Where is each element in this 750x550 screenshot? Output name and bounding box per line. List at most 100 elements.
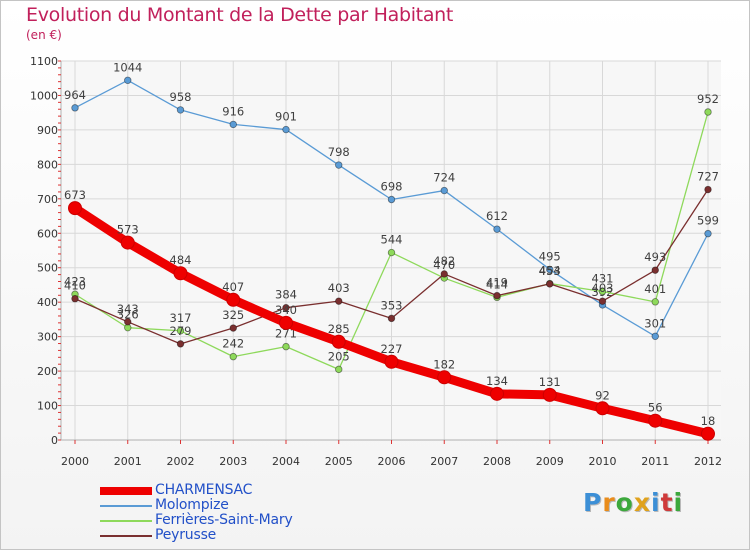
data-label-molompize: 958 [170, 90, 192, 104]
x-tick-label: 2007 [430, 455, 458, 468]
data-label-peyrusse: 419 [486, 276, 508, 290]
data-label-ferrieres-saint-mary: 317 [170, 311, 192, 325]
x-tick-label: 2009 [536, 455, 564, 468]
data-point-peyrusse [71, 295, 79, 303]
data-point-charmensac [68, 201, 82, 216]
data-label-charmensac: 673 [64, 188, 86, 202]
legend-swatch [100, 535, 152, 537]
data-point-peyrusse [282, 303, 290, 312]
data-label-charmensac: 56 [648, 401, 663, 415]
data-point-molompize [493, 225, 501, 233]
y-tick-label: 600 [37, 227, 58, 240]
data-label-molompize: 1044 [113, 60, 142, 74]
data-label-ferrieres-saint-mary: 952 [697, 92, 719, 106]
data-point-molompize [546, 265, 554, 274]
data-point-charmensac [331, 334, 346, 349]
data-label-charmensac: 18 [701, 414, 716, 428]
data-label-peyrusse: 727 [697, 170, 719, 184]
x-tick-label: 2004 [272, 455, 300, 468]
data-label-charmensac: 131 [539, 375, 561, 389]
data-point-ferrieres-saint-mary [229, 352, 237, 361]
data-point-molompize [229, 120, 237, 129]
data-point-peyrusse [546, 280, 554, 288]
data-label-peyrusse: 353 [381, 298, 403, 312]
legend-label: Peyrusse [155, 527, 217, 543]
y-tick-label: 900 [37, 124, 58, 137]
data-point-ferrieres-saint-mary [282, 342, 290, 351]
x-tick-label: 2002 [167, 455, 195, 468]
data-label-peyrusse: 384 [275, 288, 297, 302]
data-point-ferrieres-saint-mary [598, 287, 607, 296]
data-point-charmensac [120, 235, 135, 250]
data-label-peyrusse: 410 [64, 279, 86, 293]
data-point-peyrusse [651, 266, 659, 274]
data-point-molompize [71, 104, 79, 112]
data-label-molompize: 964 [64, 88, 86, 102]
y-tick-label: 500 [37, 262, 58, 275]
x-tick-label: 2006 [378, 455, 406, 468]
logo-letter: r [602, 488, 616, 517]
legend-swatch [100, 520, 152, 522]
data-label-charmensac: 573 [117, 223, 139, 237]
x-tick-label: 2010 [589, 455, 617, 468]
data-point-peyrusse [598, 297, 607, 305]
data-label-molompize: 724 [433, 171, 455, 185]
data-point-molompize [282, 125, 290, 134]
y-tick-label: 100 [37, 400, 58, 413]
data-point-ferrieres-saint-mary [335, 365, 343, 374]
data-label-peyrusse: 325 [222, 308, 244, 322]
data-label-ferrieres-saint-mary: 431 [592, 272, 614, 286]
data-point-charmensac [648, 413, 663, 428]
data-point-peyrusse [176, 340, 185, 348]
data-label-ferrieres-saint-mary: 414 [486, 277, 508, 291]
data-point-peyrusse [124, 318, 132, 326]
data-label-ferrieres-saint-mary: 401 [644, 282, 666, 296]
y-tick-label: 700 [37, 193, 58, 206]
data-point-molompize [387, 195, 396, 204]
data-label-ferrieres-saint-mary: 205 [328, 349, 350, 363]
data-point-charmensac [542, 387, 557, 402]
data-label-charmensac: 92 [595, 388, 610, 402]
data-label-charmensac: 340 [275, 303, 297, 317]
data-label-molompize: 612 [486, 209, 508, 223]
data-point-ferrieres-saint-mary [704, 108, 712, 116]
data-point-charmensac [490, 386, 504, 401]
logo-letter: i [673, 488, 684, 517]
logo-letter: P [583, 488, 603, 517]
data-point-charmensac [595, 401, 610, 416]
data-label-charmensac: 407 [222, 280, 244, 294]
legend-swatch [100, 505, 152, 507]
data-label-peyrusse: 482 [433, 254, 455, 268]
data-point-molompize [124, 76, 132, 84]
data-point-charmensac [226, 292, 241, 307]
data-label-peyrusse: 403 [592, 281, 614, 295]
data-point-peyrusse [440, 270, 448, 278]
data-label-molompize: 798 [328, 145, 350, 159]
data-label-ferrieres-saint-mary: 423 [64, 274, 86, 288]
data-label-molompize: 698 [381, 180, 403, 194]
data-label-charmensac: 484 [170, 253, 192, 267]
x-tick-label: 2008 [483, 455, 511, 468]
y-tick-label: 800 [37, 158, 58, 171]
data-point-molompize [704, 229, 712, 238]
x-tick-label: 2005 [325, 455, 353, 468]
x-tick-label: 2003 [219, 455, 247, 468]
data-label-ferrieres-saint-mary: 544 [381, 233, 403, 247]
data-label-ferrieres-saint-mary: 470 [433, 258, 455, 272]
y-tick-label: 0 [51, 434, 58, 447]
data-point-ferrieres-saint-mary [651, 298, 659, 306]
y-tick-label: 1000 [30, 89, 58, 102]
logo-letter: x [633, 488, 651, 517]
legend-label: CHARMENSAC [155, 482, 253, 498]
y-tick-label: 400 [37, 296, 58, 309]
data-label-molompize: 301 [644, 316, 666, 330]
logo-letter: o [615, 488, 634, 517]
data-label-ferrieres-saint-mary: 271 [275, 327, 297, 341]
data-label-molompize: 495 [539, 249, 561, 263]
data-label-ferrieres-saint-mary: 326 [117, 308, 139, 322]
y-tick-label: 300 [37, 331, 58, 344]
y-tick-label: 200 [37, 365, 58, 378]
data-point-molompize [176, 106, 185, 114]
data-point-molompize [335, 161, 343, 169]
